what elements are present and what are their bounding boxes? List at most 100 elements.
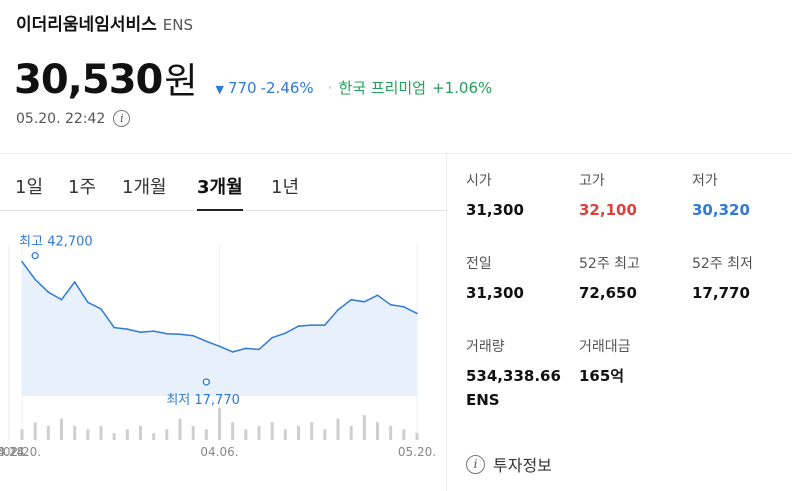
extreme-marker — [31, 252, 39, 260]
price-point — [166, 332, 168, 335]
down-triangle-icon: ▼ — [215, 83, 224, 96]
price-point — [113, 326, 115, 329]
investment-info-label: 투자정보 — [493, 456, 552, 475]
tab-3m[interactable]: 3개월 — [197, 173, 243, 211]
price-point — [416, 312, 418, 315]
stat-value: 534,338.66 ENS — [466, 367, 561, 409]
stat-52w-high: 52주 최고 72,650 — [579, 253, 689, 305]
stat-value: 17,770 — [692, 284, 750, 302]
stat-label: 52주 최고 — [579, 256, 640, 272]
volume-bar — [86, 429, 90, 440]
stat-trade-value: 거래대금 165억 — [579, 336, 689, 388]
price-point — [179, 333, 181, 335]
volume-bar — [415, 432, 419, 440]
timestamp-row: 05.20. 22:42 i — [16, 110, 131, 127]
price-point — [73, 281, 76, 283]
price-point — [284, 332, 287, 334]
stat-volume: 거래량 534,338.66 ENS — [466, 336, 571, 412]
price-point — [363, 301, 366, 303]
price-point — [403, 306, 405, 308]
price-point — [152, 330, 155, 332]
price-point — [231, 351, 234, 353]
extreme-marker — [202, 378, 210, 386]
price-point — [139, 331, 142, 333]
x-tick-label: 04.28. — [0, 445, 28, 459]
price-chart[interactable]: 최고 42,700 최저 17,770 02.20.03.14. 04.06. 04.2… — [0, 222, 446, 462]
volume-bar — [257, 425, 261, 440]
price-point — [126, 328, 129, 330]
volume-bar — [60, 418, 63, 440]
tab-1y[interactable]: 1년 — [271, 177, 300, 198]
volume-bar — [389, 425, 393, 440]
volume-bar — [152, 432, 156, 440]
price-point — [376, 294, 379, 296]
volume-bar — [73, 425, 77, 440]
coin-title: 이더리움네임서비스 ENS — [16, 10, 193, 35]
price-row: 30,530 원 ▼ 770 -2.46% · 한국 프리미엄 +1.06% — [14, 52, 492, 104]
premium-label: 한국 프리미엄 — [338, 79, 427, 97]
price-point — [100, 308, 102, 310]
stat-label: 52주 최저 — [692, 256, 753, 272]
stat-label: 전일 — [466, 256, 492, 272]
price-change: ▼ 770 -2.46% — [215, 79, 313, 97]
volume-bar — [323, 429, 327, 440]
price-point — [258, 348, 260, 351]
divider — [446, 153, 447, 491]
x-tick-label: 05.20. — [398, 445, 436, 459]
volume-bar — [270, 422, 274, 440]
korea-premium: · 한국 프리미엄 +1.06% — [328, 77, 493, 98]
stat-label: 거래대금 — [579, 339, 631, 355]
price-point — [297, 325, 300, 327]
stat-low: 저가 30,320 — [692, 170, 792, 222]
tab-1d[interactable]: 1일 — [15, 177, 44, 198]
volume-bar — [244, 429, 248, 440]
change-amount: 770 — [227, 79, 257, 97]
x-tick-label: 03.14. — [0, 445, 28, 459]
x-tick-label: 04.06. — [200, 445, 238, 459]
volume-bar — [231, 422, 235, 440]
volume-bar — [178, 418, 182, 440]
coin-symbol: ENS — [162, 16, 193, 34]
volume-bar — [310, 422, 314, 440]
stat-value: 72,650 — [579, 284, 637, 302]
volume-bar — [218, 408, 221, 440]
price-area — [22, 261, 417, 396]
current-price: 30,530 — [14, 57, 163, 103]
price-point — [271, 336, 274, 339]
price-point — [245, 347, 247, 350]
volume-bar — [297, 425, 300, 440]
price-point — [350, 298, 353, 301]
volume-bar — [402, 429, 406, 440]
price-point — [192, 334, 194, 337]
investment-info-link[interactable]: i 투자정보 — [466, 452, 552, 476]
volume-bar — [191, 425, 195, 440]
tab-1w[interactable]: 1주 — [68, 177, 97, 198]
x-tick-label: 02.20. — [3, 445, 41, 459]
stat-open: 시가 31,300 — [466, 170, 576, 222]
volume-bar — [46, 425, 50, 440]
volume-bar — [349, 425, 353, 440]
extreme-label: 최고 42,700 — [19, 235, 93, 250]
tab-1m[interactable]: 1개월 — [122, 177, 167, 198]
price-point — [205, 340, 208, 343]
volume-bar — [112, 432, 116, 440]
stat-52w-low: 52주 최저 17,770 — [692, 253, 792, 305]
stat-label: 고가 — [579, 173, 605, 189]
divider — [0, 153, 792, 154]
stat-value: 31,300 — [466, 284, 524, 302]
volume-bar — [165, 429, 169, 440]
info-icon[interactable]: i — [113, 110, 131, 127]
volume-bar — [33, 422, 37, 440]
volume-bar — [376, 422, 379, 440]
volume-bar — [125, 429, 129, 440]
stat-value: 32,100 — [579, 201, 637, 219]
coin-name: 이더리움네임서비스 — [16, 15, 157, 35]
price-point — [87, 301, 89, 304]
volume-bar — [336, 418, 340, 440]
volume-bar — [99, 425, 103, 440]
price-point — [47, 291, 50, 293]
stat-prev-close: 전일 31,300 — [466, 253, 576, 305]
price-point — [60, 298, 63, 301]
stat-value: 30,320 — [692, 201, 750, 219]
volume-bar — [204, 429, 208, 440]
